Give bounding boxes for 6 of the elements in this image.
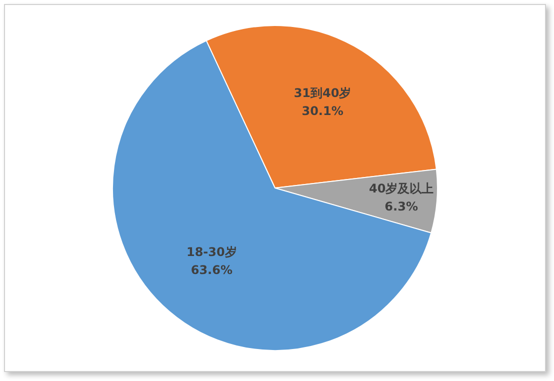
data-label: 6.3% <box>384 200 418 214</box>
data-label: 30.1% <box>302 104 344 118</box>
data-label: 63.6% <box>190 263 232 278</box>
slice-label: 40岁及以上 <box>368 182 434 196</box>
slice-label: 31到40岁 <box>294 86 352 100</box>
slice-label: 18-30岁 <box>186 245 237 260</box>
